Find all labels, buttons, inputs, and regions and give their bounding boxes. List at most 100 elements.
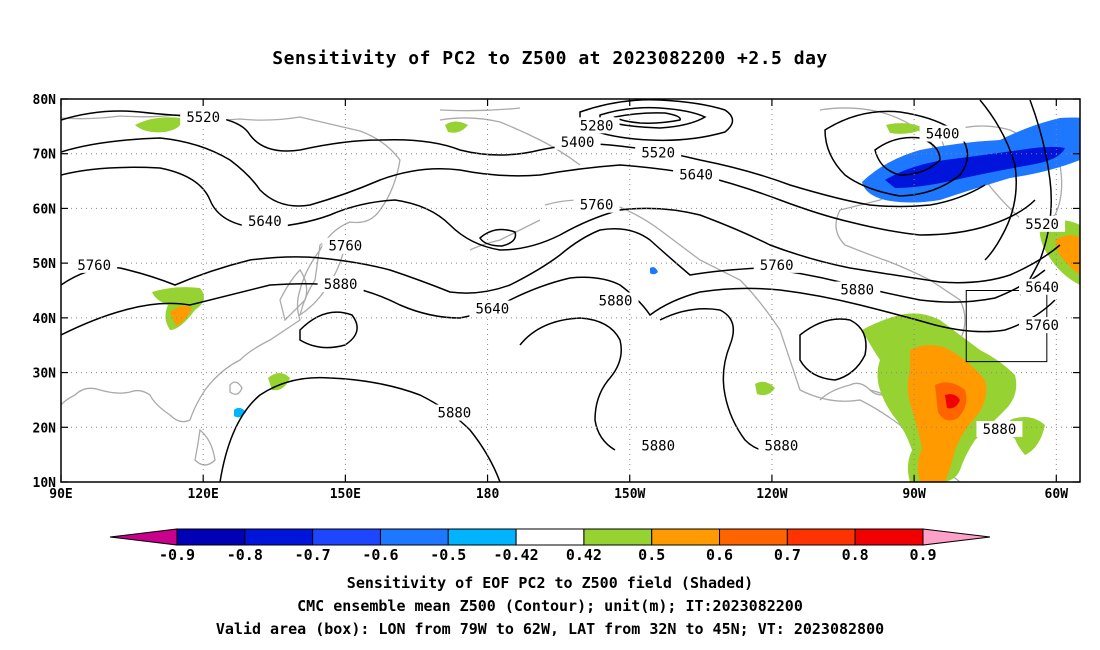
contour-label-text: 5880	[641, 438, 675, 454]
contour-5400-east	[824, 110, 969, 197]
contour-label: 5760	[1019, 317, 1066, 334]
taiwan-coastline	[229, 381, 243, 395]
contour-label-bg	[1019, 278, 1066, 295]
contour-label-text: 5520	[1025, 217, 1059, 233]
positive-region-west-core	[170, 305, 192, 326]
contour-label: 5880	[635, 437, 682, 454]
contour-label-bg	[592, 292, 639, 309]
lon-label: 90E	[49, 487, 72, 502]
contour-label-bg	[1019, 215, 1066, 232]
contour-5280-east	[874, 136, 941, 176]
contour-label-bg	[573, 117, 620, 134]
contour-label-text: 5880	[324, 277, 358, 293]
contour-label: 5640	[241, 213, 288, 230]
caption-shading: Sensitivity of EOF PC2 to Z500 field (Sh…	[346, 574, 754, 592]
contour-5640	[61, 166, 1061, 284]
contour-label-text: 5520	[186, 110, 220, 126]
lat-label: 10N	[33, 476, 57, 491]
latitude-labels: 80N 70N 60N 50N 40N 30N 20N 10N	[33, 93, 57, 491]
contour-label-bg	[322, 237, 369, 254]
caption-valid-area: Valid area (box): LON from 79W to 62W, L…	[215, 620, 885, 638]
contour-label: 5640	[1019, 278, 1066, 296]
contour-label-text: 5280	[580, 118, 614, 134]
contour-label-bg	[431, 404, 478, 421]
contour-label: 5400	[554, 133, 601, 151]
colorbar-box	[312, 528, 381, 546]
contour-label: 5760	[71, 256, 118, 274]
contour-label-bg	[635, 144, 682, 161]
lon-label: 90W	[902, 487, 926, 502]
colorbar-box	[244, 528, 314, 546]
asia-coastline	[61, 114, 401, 423]
lat-label: 50N	[33, 257, 57, 272]
contour-5040	[613, 112, 681, 124]
positive-spot-pacific	[268, 373, 290, 391]
contour-5640-east	[1019, 99, 1052, 296]
lon-label: 180	[476, 487, 500, 502]
lon-label: 150E	[330, 487, 361, 502]
caption-contour: CMC ensemble mean Z500 (Contour); unit(m…	[297, 597, 803, 615]
contour-5880-east	[659, 308, 781, 452]
colorbar-label: -0.9	[159, 546, 195, 564]
contour-label-text: 5640	[475, 302, 509, 318]
contour-label-bg	[919, 125, 966, 142]
colorbar-label: -0.42	[494, 546, 539, 564]
contour-label-bg	[554, 133, 601, 150]
contour-label: 5280	[573, 117, 620, 134]
contour-label-text: 5880	[599, 293, 633, 309]
contour-label-bg	[180, 109, 227, 126]
arctic-coastline	[439, 107, 521, 112]
contour-label: 5520	[1019, 215, 1066, 233]
plot-frame	[60, 98, 1081, 483]
max-positive-core	[945, 394, 960, 409]
colorbar-label: -0.5	[430, 546, 466, 564]
lat-label: 30N	[33, 367, 57, 382]
axis-ticks	[60, 98, 1080, 483]
lat-label: 70N	[33, 148, 57, 163]
lon-label: 120E	[188, 487, 219, 502]
colorbar-label: 0.8	[842, 546, 869, 564]
lat-label: 60N	[33, 202, 57, 217]
contour-label-bg	[976, 421, 1023, 438]
contour-label-bg	[753, 256, 800, 273]
longitude-labels: 90E 120E 150E 180 150W 120W 90W 60W	[49, 487, 1068, 502]
positive-region-east-core	[1055, 235, 1080, 275]
colorbar-label: -0.6	[362, 546, 398, 564]
contour-label: 5640	[673, 166, 720, 184]
lat-label: 20N	[33, 421, 57, 436]
siberia-coastline	[439, 117, 581, 166]
contour-label-text: 5640	[679, 168, 713, 184]
contour-label: 5880	[317, 276, 364, 293]
contour-label-bg	[469, 300, 516, 317]
negative-spot-gulf-alaska	[650, 267, 658, 275]
contour-label-text: 5760	[1025, 318, 1059, 334]
colorbar-high-extend	[922, 528, 991, 546]
sensitivity-shading	[135, 117, 1080, 482]
aleutian-coastline	[469, 219, 541, 251]
colorbar-box	[583, 528, 653, 546]
contour-5160	[599, 106, 707, 129]
positive-spot-canada	[886, 123, 925, 134]
colorbar-labels: -0.9 -0.8 -0.7 -0.6 -0.5 -0.42 0.42 0.5 0.6 0.7 0.…	[159, 546, 937, 564]
contour-label-bg	[71, 256, 118, 273]
colorbar-label: 0.5	[638, 546, 665, 564]
contour-label-bg	[758, 437, 805, 454]
contour-label: 5880	[834, 281, 881, 299]
contour-label-bg	[635, 437, 682, 454]
lat-label: 80N	[33, 93, 57, 108]
contour-label-bg	[573, 196, 620, 213]
contour-label-text: 5880	[438, 406, 472, 422]
colorbar-box	[515, 528, 585, 546]
contour-label-text: 5760	[760, 258, 794, 274]
contour-label: 5880	[431, 404, 478, 422]
colorbar-box	[854, 528, 924, 546]
contour-label-text: 5640	[248, 214, 282, 230]
positive-spot-mexico	[755, 381, 775, 396]
colorbar-label: 0.6	[706, 546, 733, 564]
positive-spot-arctic	[445, 121, 468, 133]
colorbar-low-extend	[109, 528, 178, 546]
contour-label: 5400	[919, 125, 966, 143]
contour-label: 5760	[322, 237, 369, 255]
contour-label-text: 5760	[329, 239, 363, 255]
contour-label-text: 5760	[77, 258, 111, 274]
